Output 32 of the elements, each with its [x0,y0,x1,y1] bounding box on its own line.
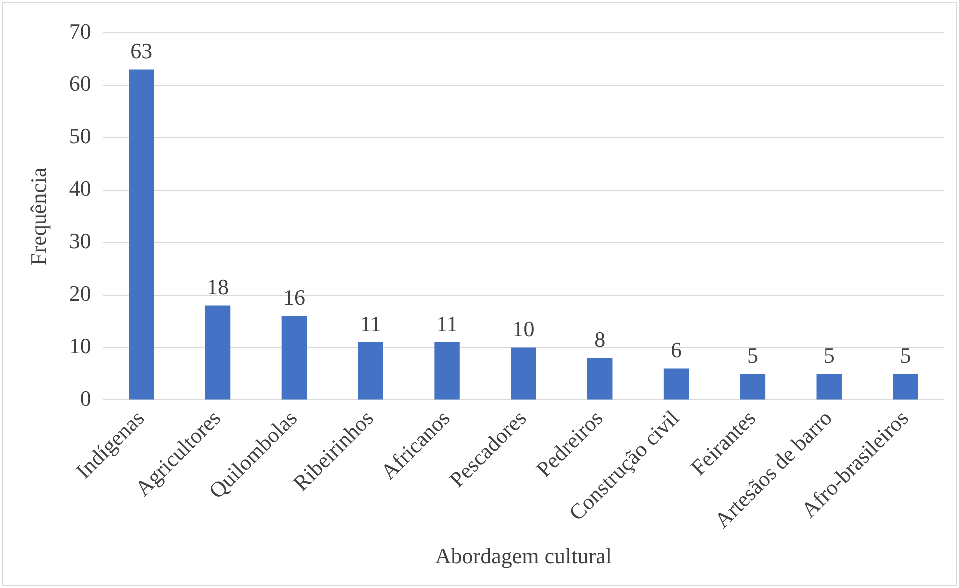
y-tick-label: 50 [69,124,92,149]
bar [511,348,536,400]
x-axis-title: Abordagem cultural [435,544,612,569]
data-label: 8 [594,327,606,352]
data-label: 63 [130,38,153,64]
bar [282,316,308,400]
y-tick-label: 60 [69,71,92,96]
data-label: 5 [824,342,835,368]
bar [893,374,918,400]
y-tick-label: 20 [69,281,92,306]
data-label: 18 [207,274,230,300]
y-axis-title: Frequência [26,168,51,266]
data-label: 5 [900,342,912,368]
data-label: 11 [360,311,382,336]
y-tick-label: 0 [80,386,92,411]
data-label: 6 [671,338,682,363]
bar [129,70,154,400]
bar [740,374,766,400]
bar [816,374,842,400]
data-label: 10 [512,316,535,342]
data-label: 16 [283,285,306,310]
bar [205,306,231,400]
bar [664,368,690,400]
y-tick-label: 70 [69,18,92,44]
data-label: 11 [436,311,458,336]
y-tick-label: 30 [69,228,92,254]
data-label: 5 [747,342,758,368]
bar [434,342,460,400]
y-tick-label: 10 [69,334,92,359]
bar [588,358,613,400]
y-tick-label: 40 [69,176,92,202]
bar [358,342,384,400]
